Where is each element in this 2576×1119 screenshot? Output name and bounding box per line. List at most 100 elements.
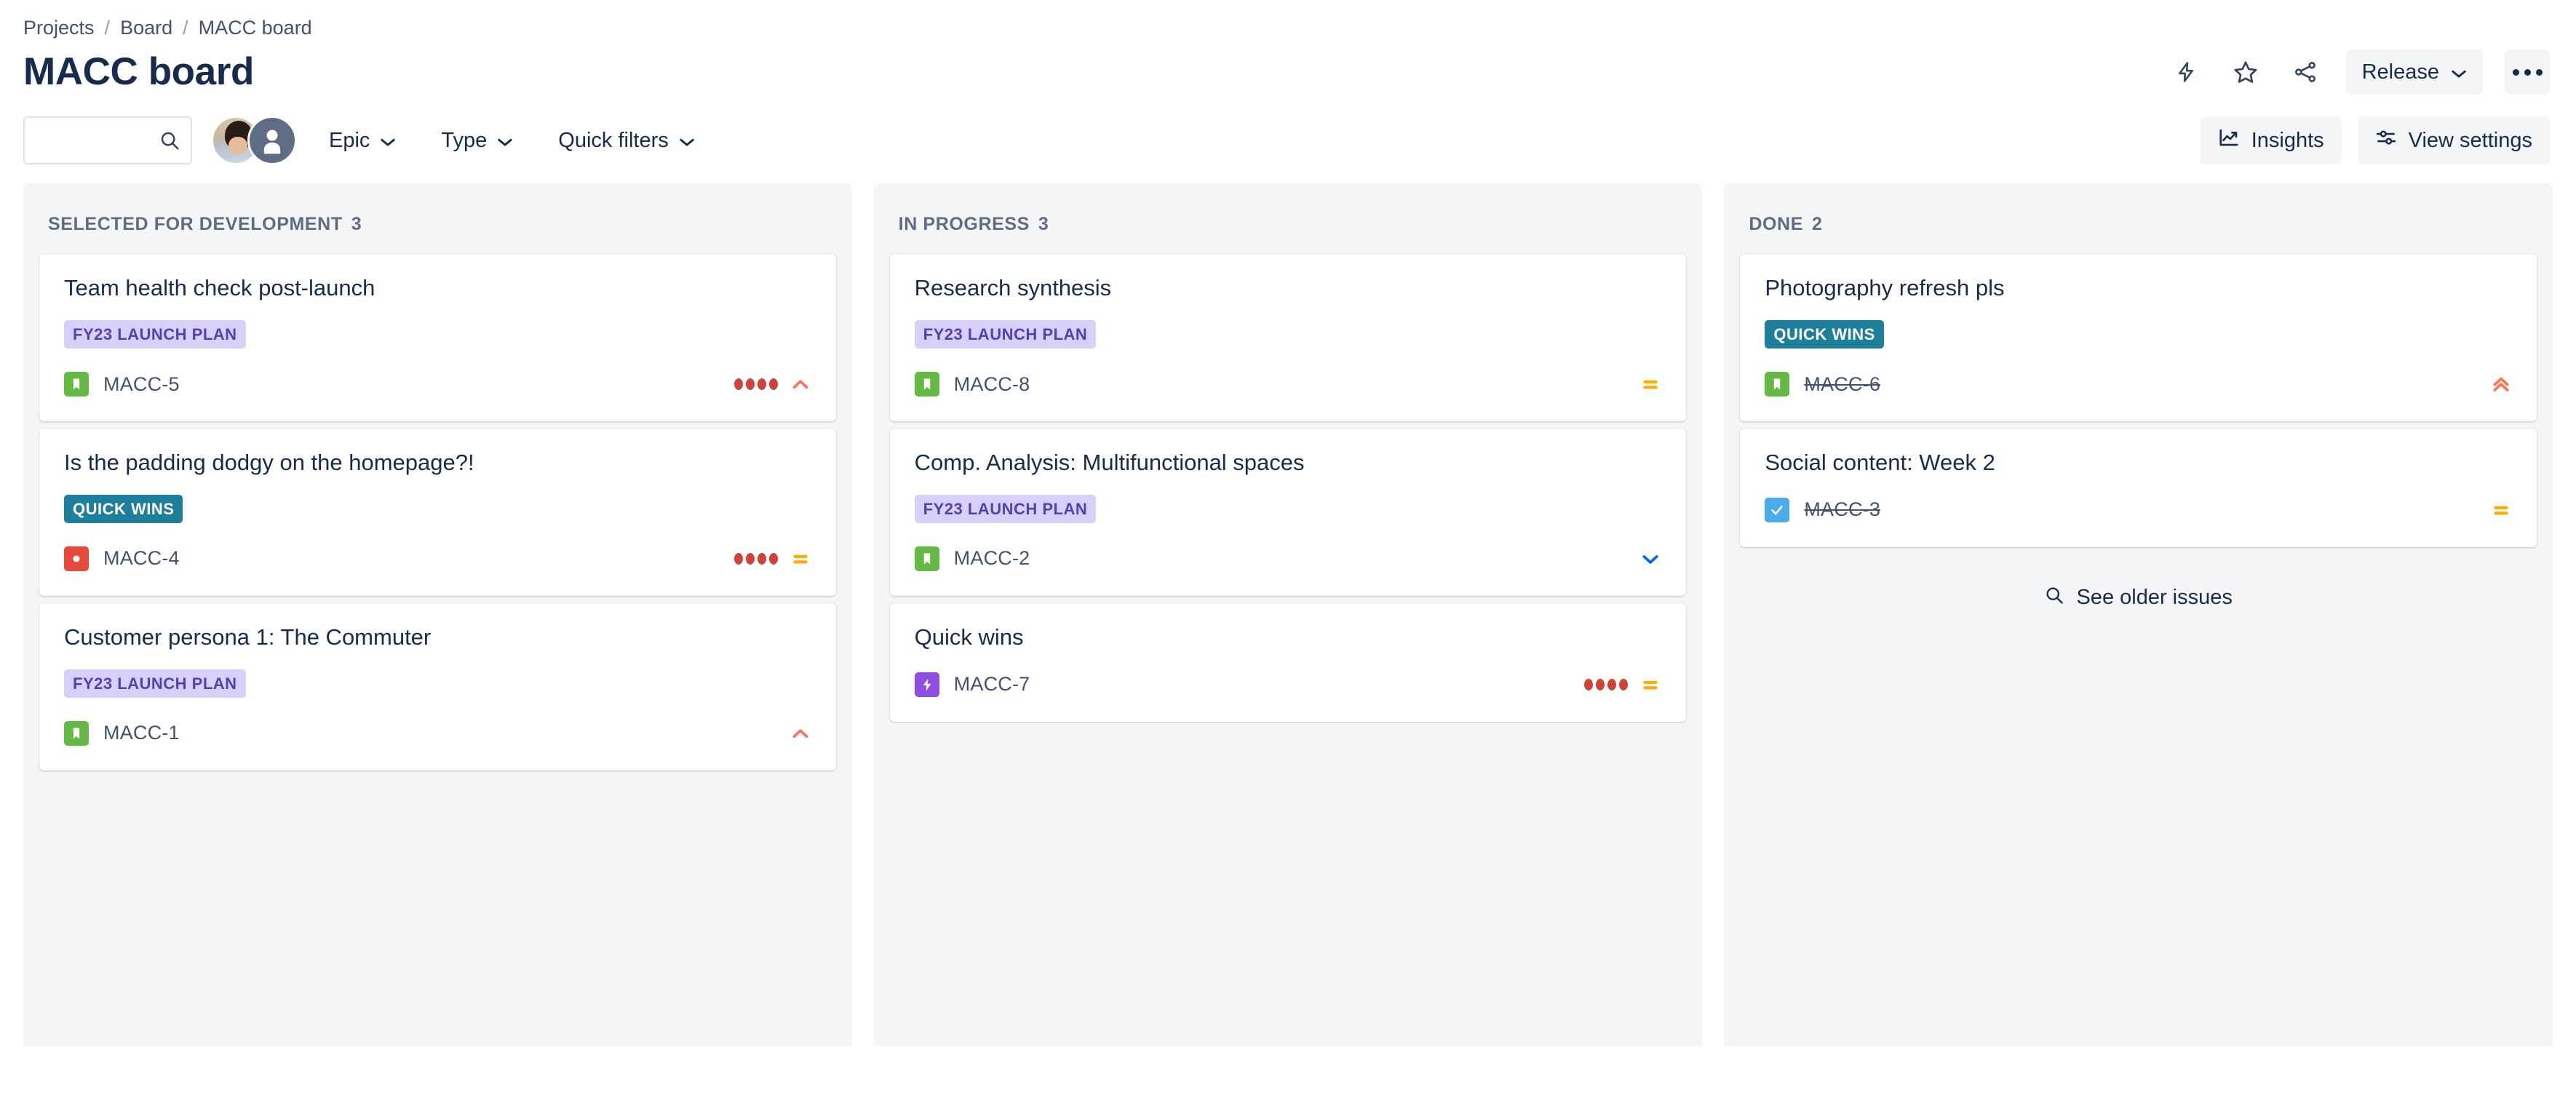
search-icon (2044, 585, 2064, 611)
issue-card-footer: MACC-1 (64, 718, 811, 749)
estimate-dots-icon (734, 552, 778, 565)
issue-card[interactable]: Quick wins MACC-7 (889, 602, 1687, 722)
view-settings-button[interactable]: View settings (2357, 116, 2550, 165)
epic-lozenge[interactable]: FY23 Launch Plan (914, 494, 1097, 523)
priority-low-icon (1639, 548, 1661, 570)
issue-card-title: Comp. Analysis: Multifunctional spaces (914, 450, 1305, 476)
issue-key[interactable]: MACC-7 (953, 673, 1030, 696)
priority-highest-icon (2490, 373, 2512, 395)
filter-type[interactable]: Type (428, 118, 526, 163)
kanban-board: SELECTED FOR DEVELOPMENT 3 Team health che… (0, 167, 2576, 1047)
filter-quick-filters-label: Quick filters (558, 128, 669, 152)
column-title: DONE (1749, 214, 1803, 235)
issue-card-title: Customer persona 1: The Commuter (64, 624, 432, 650)
issue-card-footer: MACC-6 (1765, 369, 2512, 399)
issue-card-meta (1639, 548, 1661, 570)
filter-type-label: Type (441, 128, 488, 152)
task-type-icon (1765, 497, 1790, 522)
epic-lozenge[interactable]: FY23 Launch Plan (914, 320, 1097, 349)
breadcrumb-separator: / (104, 17, 111, 39)
column-header: IN PROGRESS 3 (874, 183, 1703, 254)
epic-type-icon (914, 672, 939, 697)
issue-card-title: Research synthesis (914, 275, 1112, 301)
insights-chart-icon (2218, 127, 2240, 154)
column-in-progress: IN PROGRESS 3 Research synthesis FY23 Launc… (873, 183, 1703, 1047)
issue-card-title: Quick wins (914, 624, 1024, 650)
issue-card-meta (1639, 373, 1661, 395)
more-menu-button[interactable] (2505, 49, 2550, 95)
breadcrumb-item-projects[interactable]: Projects (23, 17, 95, 39)
issue-key[interactable]: MACC-4 (103, 547, 180, 570)
view-settings-button-label: View settings (2408, 128, 2532, 152)
column-header: SELECTED FOR DEVELOPMENT 3 (23, 183, 852, 254)
issue-card-meta (2490, 373, 2512, 395)
release-button[interactable]: Release (2345, 49, 2483, 95)
insights-button[interactable]: Insights (2200, 116, 2342, 165)
priority-medium-icon (1639, 674, 1661, 696)
column-done: DONE 2 Photography refresh pls Quick Wins MA… (1724, 183, 2553, 1047)
filter-quick-filters[interactable]: Quick filters (545, 118, 707, 163)
column-header: DONE 2 (1724, 183, 2553, 254)
see-older-issues-link[interactable]: See older issues (1724, 547, 2553, 611)
issue-card-footer: MACC-2 (914, 543, 1662, 574)
issue-key[interactable]: MACC-3 (1804, 498, 1881, 521)
breadcrumb-item-macc-board[interactable]: MACC board (198, 17, 312, 39)
story-type-icon (64, 720, 89, 746)
search-input[interactable] (36, 129, 179, 153)
search-icon (159, 130, 180, 151)
issue-card[interactable]: Research synthesis FY23 Launch Plan MACC-8 (889, 254, 1687, 422)
star-icon[interactable] (2227, 53, 2265, 91)
column-title: IN PROGRESS (898, 214, 1030, 235)
issue-card[interactable]: Social content: Week 2 MACC-3 (1740, 429, 2537, 547)
priority-medium-icon (790, 548, 811, 570)
issue-key[interactable]: MACC-8 (953, 373, 1030, 395)
column-title: SELECTED FOR DEVELOPMENT (48, 214, 343, 235)
column-count: 3 (351, 214, 362, 235)
share-icon[interactable] (2286, 53, 2324, 91)
issue-card[interactable]: Team health check post-launch FY23 Launch… (39, 254, 836, 422)
chevron-down-icon (380, 129, 396, 153)
page-title: MACC board (23, 50, 254, 94)
issue-card-footer: MACC-4 (64, 543, 811, 574)
issue-card[interactable]: Customer persona 1: The Commuter FY23 Lau… (39, 602, 836, 770)
filter-epic-label: Epic (329, 128, 370, 152)
issue-card[interactable]: Comp. Analysis: Multifunctional spaces FY… (889, 429, 1687, 596)
issue-card-title: Photography refresh pls (1765, 275, 2005, 301)
story-type-icon (64, 372, 89, 397)
issue-key[interactable]: MACC-6 (1804, 373, 1881, 395)
epic-lozenge[interactable]: FY23 Launch Plan (64, 320, 246, 349)
column-card-list: Research synthesis FY23 Launch Plan MACC-8… (874, 254, 1703, 722)
column-selected-for-development: SELECTED FOR DEVELOPMENT 3 Team health che… (23, 183, 852, 1047)
estimate-dots-icon (1584, 678, 1629, 690)
issue-key[interactable]: MACC-2 (953, 547, 1030, 570)
chevron-down-icon (497, 129, 513, 153)
epic-lozenge[interactable]: Quick Wins (64, 494, 183, 523)
epic-lozenge[interactable]: Quick Wins (1765, 320, 1884, 349)
issue-card-footer: MACC-8 (914, 369, 1662, 399)
search-input-wrapper[interactable] (23, 116, 192, 165)
priority-medium-icon (2490, 499, 2512, 521)
story-type-icon (914, 546, 939, 571)
story-type-icon (914, 372, 939, 397)
issue-key[interactable]: MACC-1 (103, 722, 180, 744)
issue-key[interactable]: MACC-5 (103, 373, 180, 395)
breadcrumb-item-board[interactable]: Board (120, 17, 173, 39)
lightning-bolt-icon[interactable] (2167, 53, 2205, 91)
avatar-user-default[interactable] (247, 116, 297, 166)
sliders-icon (2375, 127, 2397, 154)
page-header-actions: Release (2167, 49, 2550, 95)
epic-lozenge[interactable]: FY23 Launch Plan (64, 669, 246, 698)
more-menu-icon (2512, 68, 2543, 76)
bug-type-icon (64, 546, 89, 571)
page-header: MACC board Release (0, 39, 2576, 97)
see-older-issues-label: See older issues (2076, 586, 2233, 610)
filter-epic[interactable]: Epic (316, 118, 409, 163)
issue-card-meta (1584, 674, 1661, 696)
column-count: 2 (1811, 214, 1823, 235)
issue-card-meta (2490, 499, 2512, 521)
issue-card-meta (734, 548, 811, 570)
issue-card[interactable]: Photography refresh pls Quick Wins MACC-6 (1740, 254, 2537, 422)
issue-card[interactable]: Is the padding dodgy on the homepage?! Qu… (39, 429, 836, 596)
issue-card-meta (734, 373, 811, 395)
issue-card-title: Social content: Week 2 (1765, 450, 1995, 476)
